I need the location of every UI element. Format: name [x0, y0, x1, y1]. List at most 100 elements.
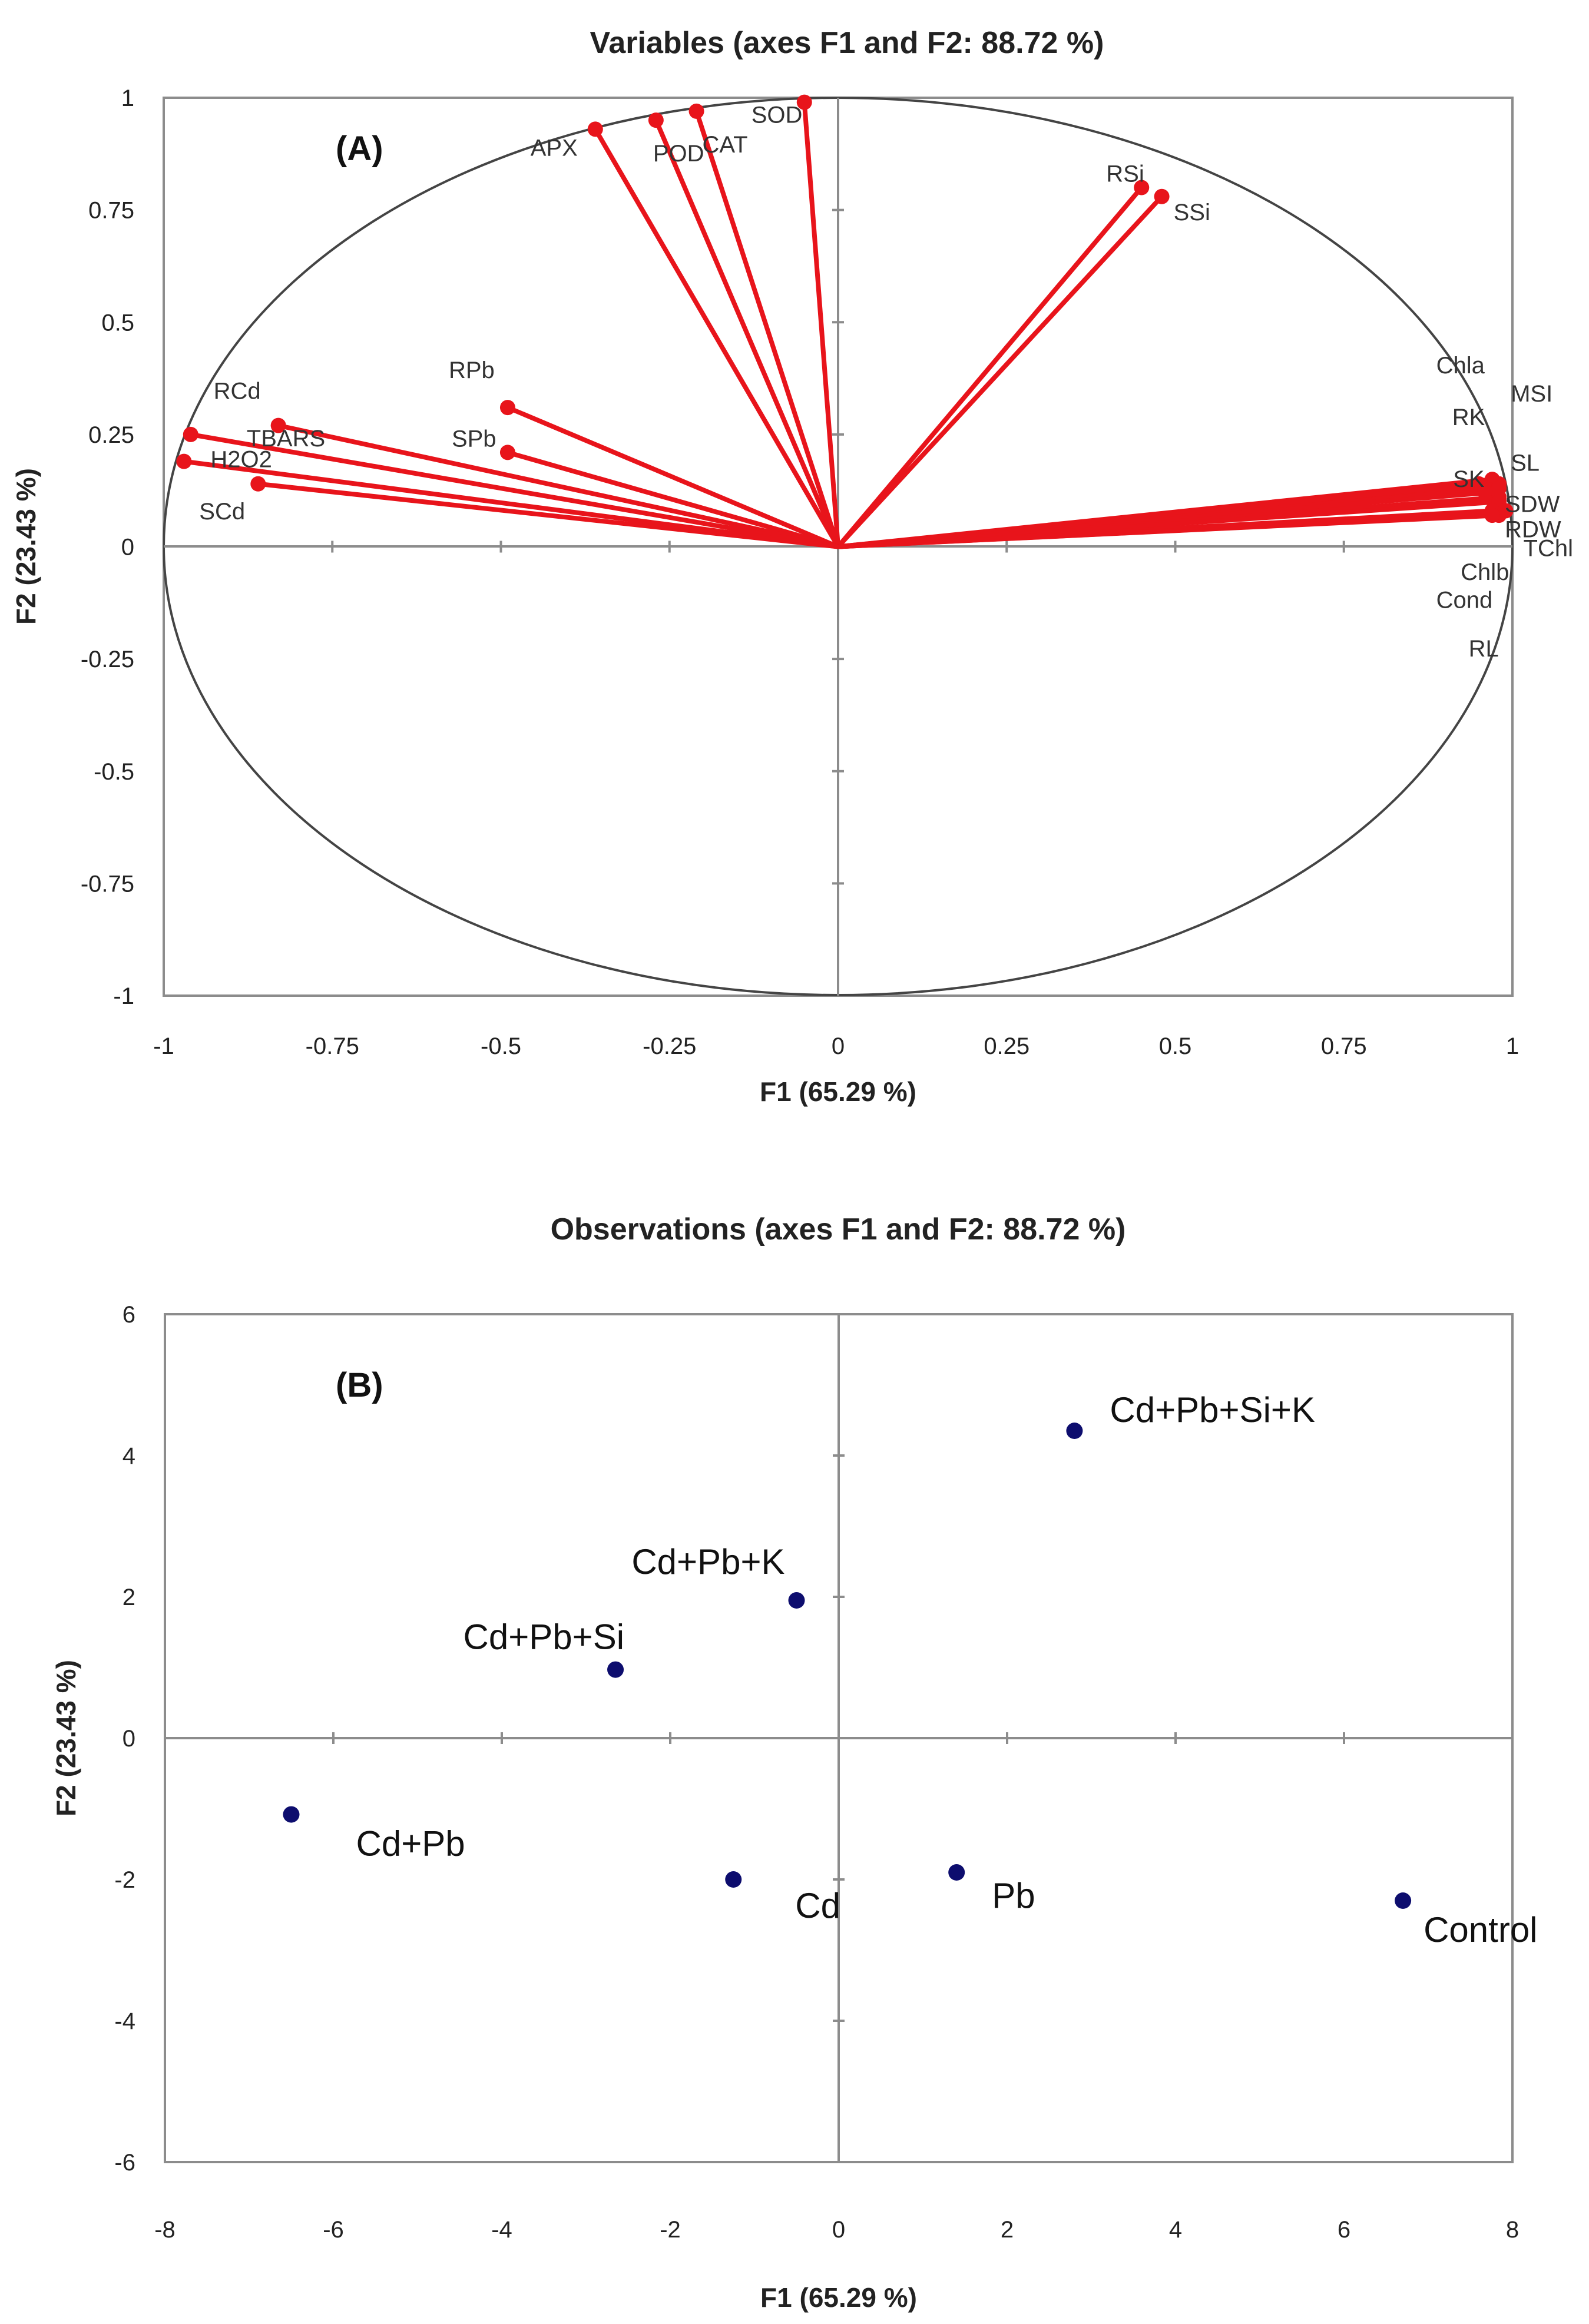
vector-apx	[592, 127, 840, 549]
variable-label-sl: SL	[1511, 450, 1540, 476]
vector-tip-tbars	[183, 426, 198, 442]
variable-label-tbars: TBARS	[247, 426, 325, 452]
observations-y-tick-label: -6	[114, 2150, 135, 2176]
variables-y-tick-label: 0.25	[88, 422, 134, 448]
variable-label-sdw: SDW	[1505, 492, 1560, 518]
variable-vectors	[176, 94, 1514, 549]
variable-label-ssi: SSi	[1174, 200, 1210, 226]
observations-chart-title: Observations (axes F1 and F2: 88.72 %)	[551, 1212, 1126, 1246]
observations-x-tick-label: 2	[1001, 2217, 1014, 2243]
variable-label-rcd: RCd	[214, 379, 261, 405]
variables-y-axis-title: F2 (23.43 %)	[11, 468, 41, 625]
observation-point-pb	[948, 1864, 965, 1881]
variable-label-rdw: RDW	[1505, 516, 1561, 542]
observation-point-cd	[725, 1871, 742, 1888]
variable-label-chla: Chla	[1436, 353, 1485, 379]
variables-y-tick-label: -0.25	[81, 647, 134, 672]
vector-h2o2	[181, 459, 840, 549]
variables-x-tick-label: -1	[153, 1033, 174, 1059]
variables-x-tick-label: -0.25	[643, 1033, 696, 1059]
vector-spb	[505, 450, 840, 549]
observations-x-tick-label: -8	[154, 2217, 176, 2243]
variable-label-apx: APX	[531, 135, 578, 161]
variable-label-sod: SOD	[752, 102, 803, 128]
vector-cat	[694, 108, 840, 549]
vector-tip-spb	[499, 445, 515, 460]
variable-label-chlb: Chlb	[1461, 559, 1509, 585]
vector-rl	[836, 513, 1495, 549]
variables-x-tick-label: 0.5	[1159, 1033, 1192, 1059]
vector-tip-rcd	[270, 417, 286, 433]
vector-tbars	[188, 432, 840, 549]
vector-tip-ssi	[1154, 188, 1170, 204]
variables-y-tick-label: -0.5	[94, 759, 134, 785]
variables-chart-title: Variables (axes F1 and F2: 88.72 %)	[590, 26, 1104, 60]
variables-x-tick-label: 1	[1506, 1033, 1519, 1059]
variables-y-tick-label: -1	[113, 983, 134, 1009]
observation-label-cd: Cd	[795, 1886, 840, 1925]
observations-x-tick-label: 0	[832, 2217, 845, 2243]
vector-tip-sod	[796, 94, 812, 110]
vector-ssi	[836, 194, 1164, 549]
variable-label-rsi: RSi	[1106, 161, 1144, 187]
variable-label-rpb: RPb	[449, 357, 495, 383]
observations-x-tick-label: -6	[323, 2217, 344, 2243]
vector-tip-rl	[1484, 508, 1500, 523]
variable-label-cat: CAT	[703, 132, 748, 158]
panel-b-label: (B)	[336, 1366, 383, 1404]
observation-label-pb: Pb	[992, 1876, 1035, 1915]
variables-y-tick-label: 0	[121, 535, 134, 561]
observations-panel: Observations (axes F1 and F2: 88.72 %) -…	[51, 1212, 1538, 2313]
variables-x-tick-label: 0.25	[984, 1033, 1029, 1059]
variable-label-h2o2: H2O2	[210, 447, 272, 473]
vector-rsi	[836, 185, 1144, 549]
observations-x-axis-title: F1 (65.29 %)	[760, 2282, 917, 2313]
observations-x-tick-label: -4	[491, 2217, 512, 2243]
observation-label-control: Control	[1424, 1910, 1537, 1950]
variables-x-tick-label: -0.75	[306, 1033, 359, 1059]
observations-ticks: -8 -6 -4 -2 0 2 4 6 8 -6 -4 -2 0 2 4 6	[114, 1302, 1519, 2243]
vector-rpb	[505, 405, 840, 549]
observations-y-tick-label: -2	[114, 1867, 135, 1893]
observations-y-tick-label: 0	[123, 1726, 135, 1752]
observations-y-axis-title: F2 (23.43 %)	[51, 1660, 81, 1816]
variable-label-scd: SCd	[199, 499, 245, 525]
observations-y-tick-label: 6	[123, 1302, 135, 1328]
variable-label-rl: RL	[1469, 636, 1499, 662]
variables-x-axis-title: F1 (65.29 %)	[760, 1076, 916, 1107]
observation-point-cd-pb-si-k	[1066, 1423, 1083, 1439]
observation-point-cd-pb-si	[607, 1661, 624, 1678]
variables-y-tick-label: 1	[121, 85, 134, 111]
variables-panel: Variables (axes F1 and F2: 88.72 %) -1 -0…	[11, 26, 1573, 1107]
observations-y-tick-label: 4	[123, 1443, 135, 1469]
variables-y-tick-label: -0.75	[81, 871, 134, 897]
observations-x-tick-label: -2	[660, 2217, 681, 2243]
observation-point-cd-pb-k	[788, 1592, 805, 1609]
variable-label-rk: RK	[1452, 405, 1485, 430]
observations-y-tick-label: -4	[114, 2008, 135, 2034]
observation-label-cd-pb: Cd+Pb	[356, 1824, 465, 1864]
observations-x-tick-label: 6	[1338, 2217, 1350, 2243]
vector-tip-pod	[648, 112, 664, 128]
observation-label-cd-pb-k: Cd+Pb+K	[631, 1542, 784, 1582]
vector-tip-rsi	[1134, 180, 1150, 195]
variable-label-tchl: TChl	[1524, 536, 1573, 562]
vector-scd	[256, 481, 840, 549]
variable-label-msi: MSI	[1511, 381, 1552, 407]
observation-label-cd-pb-si: Cd+Pb+Si	[464, 1617, 625, 1657]
observations-x-tick-label: 4	[1169, 2217, 1182, 2243]
variables-x-tick-label: 0	[832, 1033, 845, 1059]
variables-x-tick-label: 0.75	[1321, 1033, 1367, 1059]
variable-label-pod: POD	[653, 141, 704, 167]
vector-pod	[653, 118, 840, 549]
variable-label-sk: SK	[1453, 466, 1485, 492]
variables-y-tick-label: 0.5	[101, 310, 134, 336]
vector-tip-cat	[688, 103, 704, 119]
vector-tip-scd	[250, 476, 266, 492]
variables-ticks: -1 -0.75 -0.5 -0.25 0 0.25 0.5 0.75 1 -1 -0.75 -0.5…	[81, 85, 1519, 1059]
observation-point-cd-pb	[283, 1806, 300, 1823]
variable-label-spb: SPb	[452, 426, 496, 452]
observation-points	[283, 1423, 1412, 1909]
